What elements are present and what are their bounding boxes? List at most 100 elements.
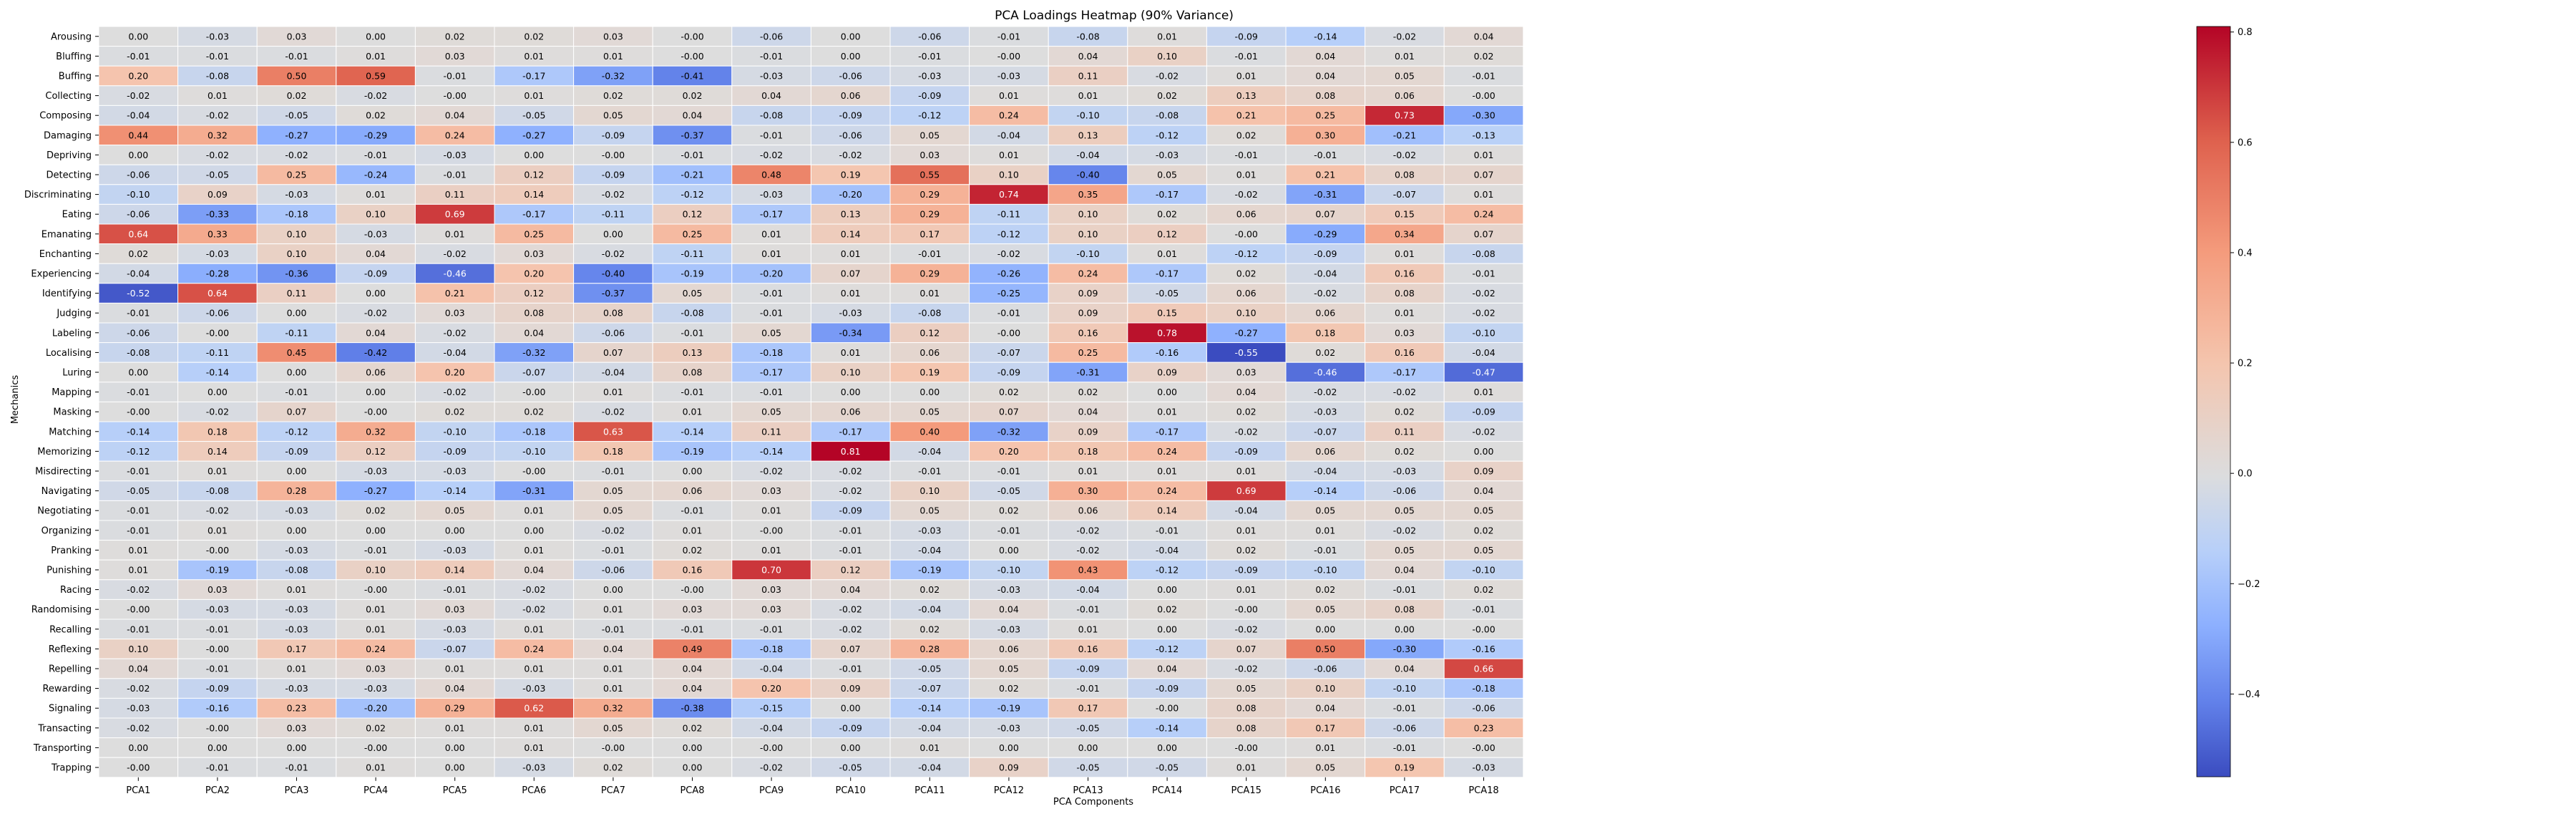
cell-value: -0.00 (1472, 742, 1495, 753)
cell-value: 0.01 (524, 90, 544, 101)
cell-value: 0.10 (287, 228, 307, 239)
cell-value: 0.09 (999, 762, 1019, 773)
cell-value: -0.04 (760, 722, 783, 733)
cell-value: -0.55 (1235, 347, 1258, 358)
cell-value: -0.25 (997, 288, 1020, 299)
cell-value: 0.14 (208, 446, 228, 457)
heatmap-cell-labels: 0.00 -0.03 0.03 0.00 0.02 0.02 0.03 -0.00 -0.06 0… (127, 31, 1496, 772)
cell-value: -0.00 (680, 51, 703, 62)
cell-value: 0.06 (683, 485, 703, 496)
heatmap-cell (1443, 203, 1524, 225)
cell-value: 0.00 (1078, 742, 1098, 753)
cell-value: -0.02 (760, 762, 783, 773)
cell-value: 0.00 (841, 51, 861, 62)
heatmap-cell (336, 65, 416, 87)
cell-value: -0.32 (997, 426, 1020, 437)
heatmap-cell (98, 737, 179, 758)
column-label: PCA13 (1073, 785, 1103, 796)
heatmap-cell (1206, 125, 1287, 146)
cell-value: 0.02 (999, 505, 1019, 516)
cell-value: 0.05 (603, 722, 623, 733)
cell-value: -0.08 (1076, 31, 1099, 42)
heatmap-cell (573, 401, 653, 422)
colorbar-tick-label: 0.8 (2238, 27, 2253, 38)
cell-value: 0.14 (445, 565, 465, 576)
heatmap-cell (969, 480, 1049, 501)
cell-value: -0.40 (602, 268, 625, 279)
heatmap-cell (1048, 480, 1128, 501)
heatmap-cell (889, 480, 970, 501)
cell-value: 0.01 (1157, 466, 1177, 477)
cell-value: -0.17 (522, 71, 545, 82)
heatmap-cell (98, 85, 179, 106)
cell-value: -0.24 (364, 170, 387, 180)
heatmap-cell (573, 302, 653, 324)
heatmap-cell (652, 322, 733, 344)
cell-value: 0.10 (1236, 308, 1257, 319)
cell-value: -0.00 (444, 90, 467, 101)
heatmap-cell (98, 540, 179, 561)
cell-value: 0.05 (445, 505, 465, 516)
heatmap-cell (1048, 184, 1128, 205)
heatmap-cell (731, 579, 811, 600)
cell-value: 0.00 (287, 367, 307, 378)
cell-value: -0.02 (1393, 150, 1416, 160)
cell-value: 0.03 (1395, 327, 1415, 338)
heatmap-cell (1285, 184, 1366, 205)
heatmap-cell (1365, 223, 1445, 245)
heatmap-cell (1048, 460, 1128, 482)
cell-value: 0.01 (1236, 584, 1257, 595)
cell-value: 0.64 (128, 228, 148, 239)
cell-value: -0.01 (680, 327, 703, 338)
row-label: Misdirecting (35, 467, 92, 478)
cell-value: 0.01 (841, 347, 861, 358)
cell-value: -0.03 (444, 150, 467, 160)
cell-value: -0.03 (997, 624, 1020, 634)
cell-value: -0.19 (918, 565, 941, 576)
heatmap-cell (731, 263, 811, 284)
heatmap-cell (1365, 441, 1445, 462)
cell-value: 0.01 (287, 664, 307, 674)
cell-value: -0.07 (444, 644, 467, 654)
cell-value: 0.00 (287, 308, 307, 319)
heatmap-cell (652, 658, 733, 679)
cell-value: -0.01 (127, 525, 150, 536)
cell-value: -0.12 (918, 110, 941, 121)
cell-value: 0.08 (1236, 722, 1257, 733)
heatmap-cell (1443, 520, 1524, 541)
cell-value: 0.00 (919, 387, 940, 397)
cell-value: 0.12 (524, 170, 544, 180)
heatmap-cell (494, 500, 575, 521)
cell-value: 0.18 (603, 446, 623, 457)
cell-value: 0.20 (999, 446, 1019, 457)
cell-value: -0.14 (680, 426, 703, 437)
row-label: Pranking (51, 546, 92, 556)
cell-value: 0.04 (1315, 703, 1335, 714)
heatmap-cell (336, 520, 416, 541)
cell-value: 0.49 (683, 644, 703, 654)
cell-value: 0.04 (366, 248, 386, 259)
heatmap-cell (1127, 65, 1207, 87)
heatmap-cell (98, 283, 179, 304)
cell-value: -0.03 (997, 584, 1020, 595)
cell-value: -0.06 (839, 71, 862, 82)
heatmap-cell (1048, 302, 1128, 324)
cell-value: -0.03 (1314, 407, 1337, 417)
cell-value: 0.01 (1078, 90, 1098, 101)
cell-value: 0.05 (761, 407, 781, 417)
heatmap-cell (1048, 598, 1128, 620)
heatmap-cell (494, 105, 575, 126)
heatmap-cell (1443, 480, 1524, 501)
cell-value: 0.00 (445, 525, 465, 536)
cell-value: 0.21 (445, 288, 465, 299)
colorbar-tick-label: 0.2 (2238, 359, 2253, 369)
heatmap-cell (652, 500, 733, 521)
heatmap-cell (1285, 263, 1366, 284)
heatmap-cell (336, 697, 416, 719)
cell-value: -0.42 (364, 347, 387, 358)
cell-value: -0.30 (1472, 110, 1495, 121)
heatmap-cell (1048, 145, 1128, 165)
cell-value: 0.02 (366, 505, 386, 516)
cell-value: -0.13 (1472, 130, 1495, 140)
cell-value: -0.02 (839, 624, 862, 634)
